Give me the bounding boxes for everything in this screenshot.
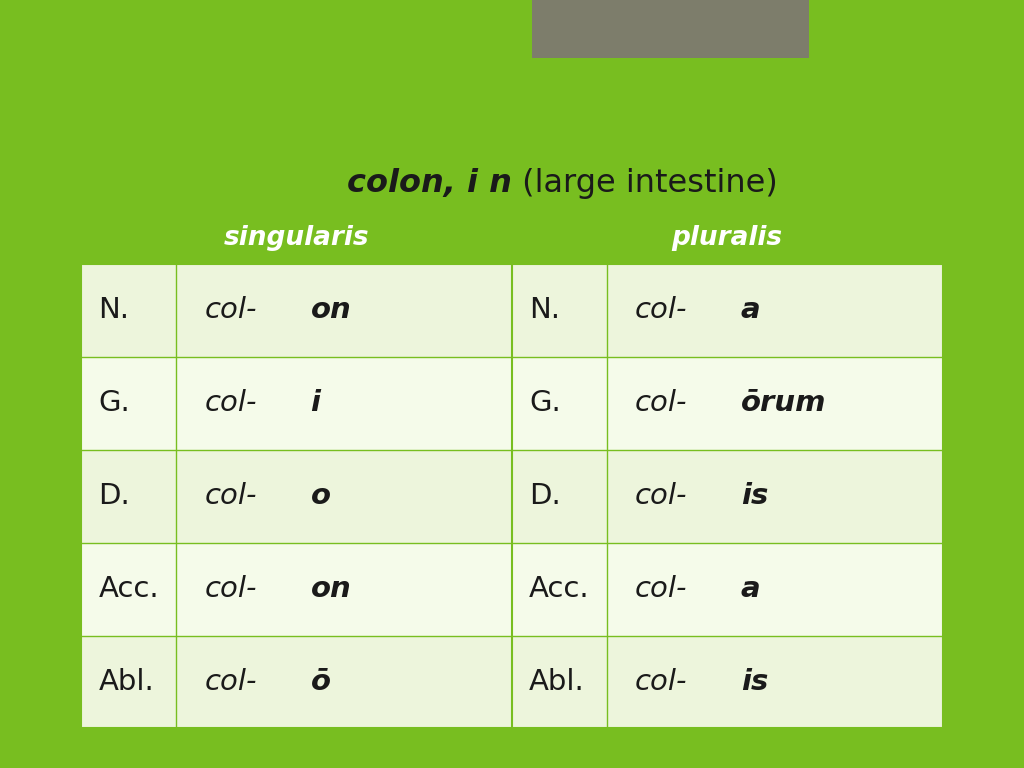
Text: Acc.: Acc. <box>98 575 159 603</box>
Text: Acc.: Acc. <box>529 575 590 603</box>
Bar <box>82 357 512 450</box>
Text: D.: D. <box>529 482 561 510</box>
Text: singularis: singularis <box>224 225 370 251</box>
Text: G.: G. <box>529 389 561 417</box>
Bar <box>82 543 512 636</box>
Text: Abl.: Abl. <box>529 668 585 696</box>
Text: col-: col- <box>205 575 257 603</box>
Text: o: o <box>310 482 331 510</box>
Text: Example of declension:: Example of declension: <box>310 48 714 82</box>
Bar <box>512 357 942 450</box>
Bar <box>512 543 942 636</box>
Text: col-: col- <box>635 482 687 510</box>
Text: on: on <box>310 575 351 603</box>
Text: col-: col- <box>635 668 687 696</box>
Text: col-: col- <box>635 575 687 603</box>
Bar <box>512 212 942 264</box>
Text: G.: G. <box>98 389 130 417</box>
Text: neutrum in -on: neutrum in -on <box>319 82 705 127</box>
Text: on: on <box>310 296 351 324</box>
Bar <box>512 264 942 357</box>
Text: i: i <box>310 389 321 417</box>
Text: col-: col- <box>635 296 687 324</box>
Text: ōrum: ōrum <box>741 389 826 417</box>
Text: is: is <box>741 482 768 510</box>
Bar <box>82 636 512 729</box>
Bar <box>82 450 512 543</box>
Text: col-: col- <box>205 389 257 417</box>
Text: Abl.: Abl. <box>98 668 155 696</box>
Text: (Nom.=Acc.; Nom. pl.=Acc. pl.=-a): (Nom.=Acc.; Nom. pl.=Acc. pl.=-a) <box>257 127 767 156</box>
Text: col-: col- <box>635 389 687 417</box>
Bar <box>512 636 942 729</box>
Text: pluralis: pluralis <box>672 225 782 251</box>
Bar <box>512 450 942 543</box>
Bar <box>82 264 512 357</box>
Text: D.: D. <box>98 482 130 510</box>
Text: col-: col- <box>205 668 257 696</box>
Text: (large intestine): (large intestine) <box>512 168 778 199</box>
Text: a: a <box>741 575 761 603</box>
Text: N.: N. <box>529 296 560 324</box>
Text: col-: col- <box>205 482 257 510</box>
Text: ō: ō <box>310 668 331 696</box>
Text: col-: col- <box>205 296 257 324</box>
Text: is: is <box>741 668 768 696</box>
Text: colon, i n: colon, i n <box>347 168 512 199</box>
Bar <box>82 212 512 264</box>
Text: N.: N. <box>98 296 129 324</box>
Text: a: a <box>741 296 761 324</box>
